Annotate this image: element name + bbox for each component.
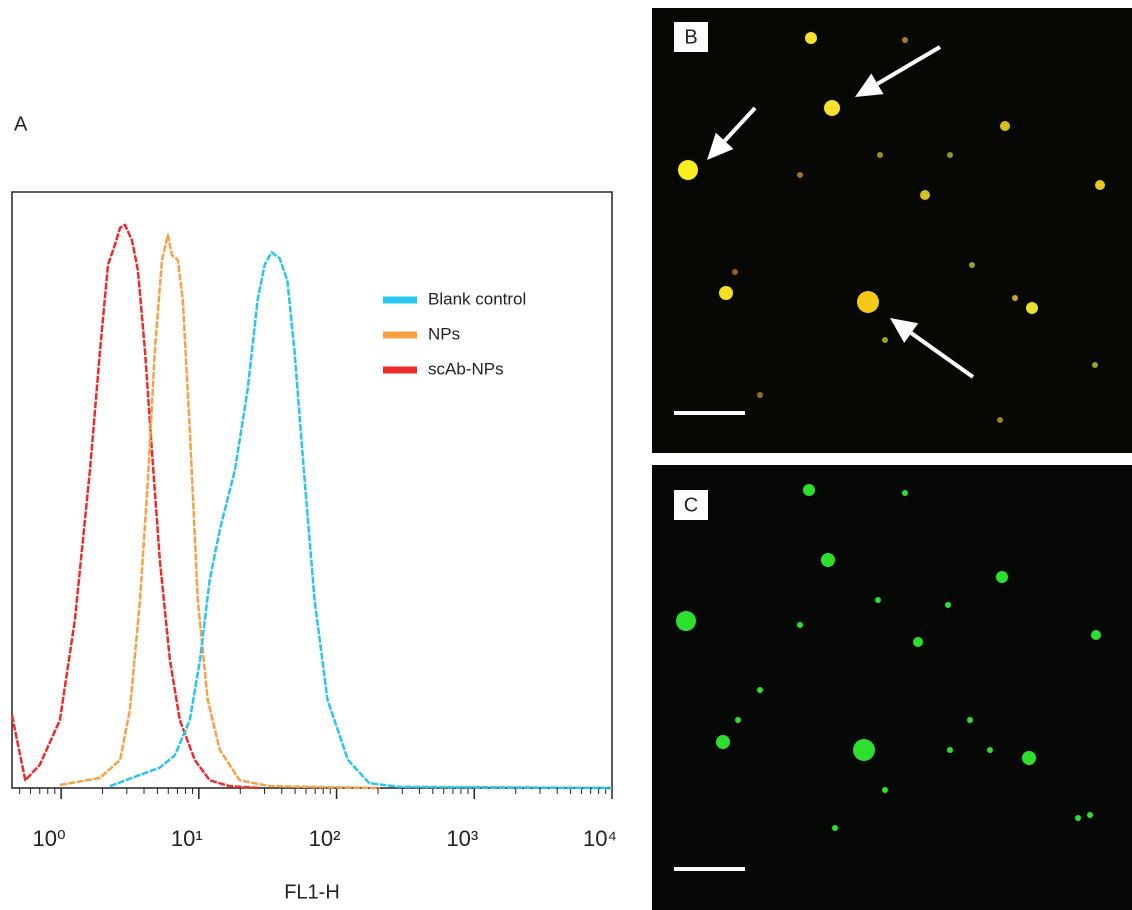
- spot: [902, 490, 908, 496]
- spot: [821, 553, 835, 567]
- spot: [1095, 180, 1105, 190]
- series-line: [109, 250, 613, 790]
- spot: [967, 717, 973, 723]
- spot: [803, 484, 815, 496]
- spot: [882, 787, 888, 793]
- legend-label: NPs: [428, 324, 460, 343]
- panel-label: B: [684, 26, 697, 48]
- spot: [735, 717, 741, 723]
- spot: [996, 571, 1008, 583]
- spot: [997, 417, 1003, 423]
- spot: [875, 597, 881, 603]
- micrographs: B C: [652, 8, 1132, 910]
- spot: [1087, 812, 1093, 818]
- spot: [1012, 295, 1018, 301]
- spot: [805, 32, 817, 44]
- label-box: [674, 22, 708, 52]
- arrow-shaft: [910, 331, 975, 379]
- spot: [1022, 751, 1036, 765]
- spot: [877, 152, 883, 158]
- spot: [1091, 630, 1101, 640]
- spot: [797, 622, 803, 628]
- spot: [824, 100, 840, 116]
- arrow-shaft: [876, 45, 942, 86]
- arrow-shaft: [723, 106, 757, 143]
- panel-label: C: [684, 494, 698, 516]
- spot: [832, 825, 838, 831]
- spot: [732, 269, 738, 275]
- spot: [947, 152, 953, 158]
- spot: [857, 291, 879, 313]
- series-line: [59, 233, 380, 790]
- micrograph-b: [652, 8, 1132, 453]
- label-box: [674, 490, 708, 520]
- x-tick-label: 10⁴: [583, 826, 617, 851]
- spot: [853, 739, 875, 761]
- spot: [882, 337, 888, 343]
- spot: [757, 392, 763, 398]
- legend-label: Blank control: [428, 289, 526, 308]
- spot: [797, 172, 803, 178]
- panel-label: A: [14, 113, 28, 135]
- arrow-head: [890, 318, 919, 343]
- series-line: [10, 223, 260, 790]
- spot: [1026, 302, 1038, 314]
- spot: [902, 37, 908, 43]
- arrow-head: [707, 132, 734, 160]
- spot: [1092, 362, 1098, 368]
- spot: [1075, 815, 1081, 821]
- spot: [719, 286, 733, 300]
- spot: [945, 602, 951, 608]
- plot-frame: [11, 191, 613, 789]
- spot: [987, 747, 993, 753]
- x-tick-label: 10³: [446, 826, 478, 851]
- arrow-head: [855, 73, 884, 97]
- spot: [676, 611, 696, 631]
- legend-label: scAb-NPs: [428, 359, 504, 378]
- spot: [920, 190, 930, 200]
- spot: [913, 637, 923, 647]
- spot: [969, 262, 975, 268]
- spot: [1000, 121, 1010, 131]
- spot: [716, 735, 730, 749]
- x-tick-label: 10²: [309, 826, 341, 851]
- x-tick-label: 10¹: [171, 826, 203, 851]
- micrograph-c: [652, 465, 1132, 910]
- spot: [757, 687, 763, 693]
- x-tick-label: 10⁰: [32, 826, 65, 851]
- x-axis-label: FL1-H: [284, 881, 340, 903]
- spot: [678, 160, 698, 180]
- spot: [947, 747, 953, 753]
